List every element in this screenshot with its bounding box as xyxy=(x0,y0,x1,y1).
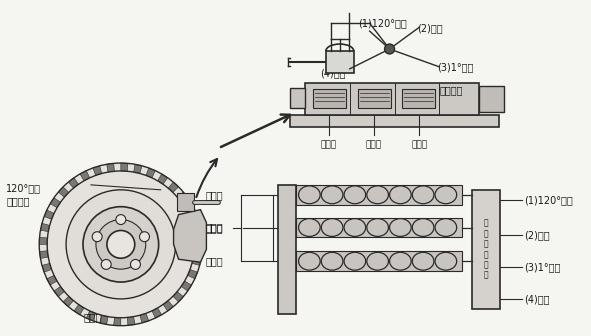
Polygon shape xyxy=(40,251,48,258)
Polygon shape xyxy=(44,210,54,219)
Polygon shape xyxy=(47,276,57,285)
Text: (2)电源: (2)电源 xyxy=(524,230,550,240)
Polygon shape xyxy=(42,263,51,272)
Bar xyxy=(479,86,504,113)
Circle shape xyxy=(131,259,141,269)
Bar xyxy=(290,88,305,108)
Circle shape xyxy=(107,230,135,258)
Bar xyxy=(278,185,296,314)
Polygon shape xyxy=(140,313,149,323)
Polygon shape xyxy=(173,292,183,302)
Bar xyxy=(326,51,354,73)
Text: 脉
冲
电
路
成
形: 脉 冲 电 路 成 形 xyxy=(484,219,488,280)
Bar xyxy=(296,185,462,205)
Text: 磁头２: 磁头２ xyxy=(366,141,382,150)
Polygon shape xyxy=(59,187,69,197)
Polygon shape xyxy=(158,174,168,184)
Polygon shape xyxy=(121,163,128,171)
Polygon shape xyxy=(100,315,108,325)
Text: 盒板部: 盒板部 xyxy=(206,223,223,233)
Bar xyxy=(313,89,346,109)
Polygon shape xyxy=(113,318,121,326)
Text: (3)1°信号: (3)1°信号 xyxy=(524,262,560,272)
Bar xyxy=(358,89,391,109)
Polygon shape xyxy=(54,287,64,297)
Polygon shape xyxy=(168,182,178,193)
Bar xyxy=(472,190,500,309)
Text: 磁头１: 磁头１ xyxy=(321,141,337,150)
Bar xyxy=(402,89,436,109)
Polygon shape xyxy=(190,216,200,225)
Circle shape xyxy=(96,219,146,269)
Circle shape xyxy=(116,215,126,224)
Polygon shape xyxy=(50,198,60,208)
Polygon shape xyxy=(106,163,115,172)
Bar xyxy=(296,218,462,238)
Polygon shape xyxy=(80,171,90,181)
Text: (1)120°信号: (1)120°信号 xyxy=(524,195,573,205)
Text: 信号盘: 信号盘 xyxy=(83,312,102,322)
Text: 传感器盒: 传感器盒 xyxy=(439,86,463,96)
Polygon shape xyxy=(181,281,191,291)
Circle shape xyxy=(66,190,176,299)
Text: (4)地线: (4)地线 xyxy=(524,294,550,304)
Polygon shape xyxy=(146,168,155,178)
Text: 用的凸缘: 用的凸缘 xyxy=(7,196,30,206)
Circle shape xyxy=(83,207,158,282)
Polygon shape xyxy=(39,237,47,244)
Polygon shape xyxy=(192,257,201,265)
Bar xyxy=(296,251,462,271)
Circle shape xyxy=(101,259,111,269)
Text: 120°信号: 120°信号 xyxy=(7,183,41,193)
Polygon shape xyxy=(193,230,202,238)
Polygon shape xyxy=(163,301,173,311)
Text: (4)地线: (4)地线 xyxy=(320,68,345,78)
Polygon shape xyxy=(127,317,135,325)
Polygon shape xyxy=(74,304,84,315)
Text: (1)120°信号: (1)120°信号 xyxy=(358,18,407,28)
Text: (2)电源: (2)电源 xyxy=(417,23,443,33)
Polygon shape xyxy=(177,192,188,202)
Text: 磁头１: 磁头１ xyxy=(206,190,223,200)
Polygon shape xyxy=(93,166,102,175)
Circle shape xyxy=(385,44,395,54)
Bar xyxy=(177,193,194,211)
Polygon shape xyxy=(194,244,203,251)
Bar xyxy=(290,116,499,127)
Polygon shape xyxy=(86,311,96,321)
Polygon shape xyxy=(184,204,195,213)
Polygon shape xyxy=(134,164,142,173)
Text: (3)1°信号: (3)1°信号 xyxy=(437,62,474,72)
Circle shape xyxy=(139,232,150,242)
Text: 磁头２: 磁头２ xyxy=(206,222,223,233)
Circle shape xyxy=(39,163,203,326)
Polygon shape xyxy=(174,210,206,262)
Polygon shape xyxy=(187,269,197,279)
Circle shape xyxy=(92,232,102,242)
Text: 磁头３: 磁头３ xyxy=(411,141,427,150)
Polygon shape xyxy=(69,178,79,188)
Polygon shape xyxy=(63,296,73,307)
Polygon shape xyxy=(40,223,50,232)
Polygon shape xyxy=(152,308,161,318)
Text: 磁头３: 磁头３ xyxy=(206,256,223,266)
Bar xyxy=(305,83,479,116)
